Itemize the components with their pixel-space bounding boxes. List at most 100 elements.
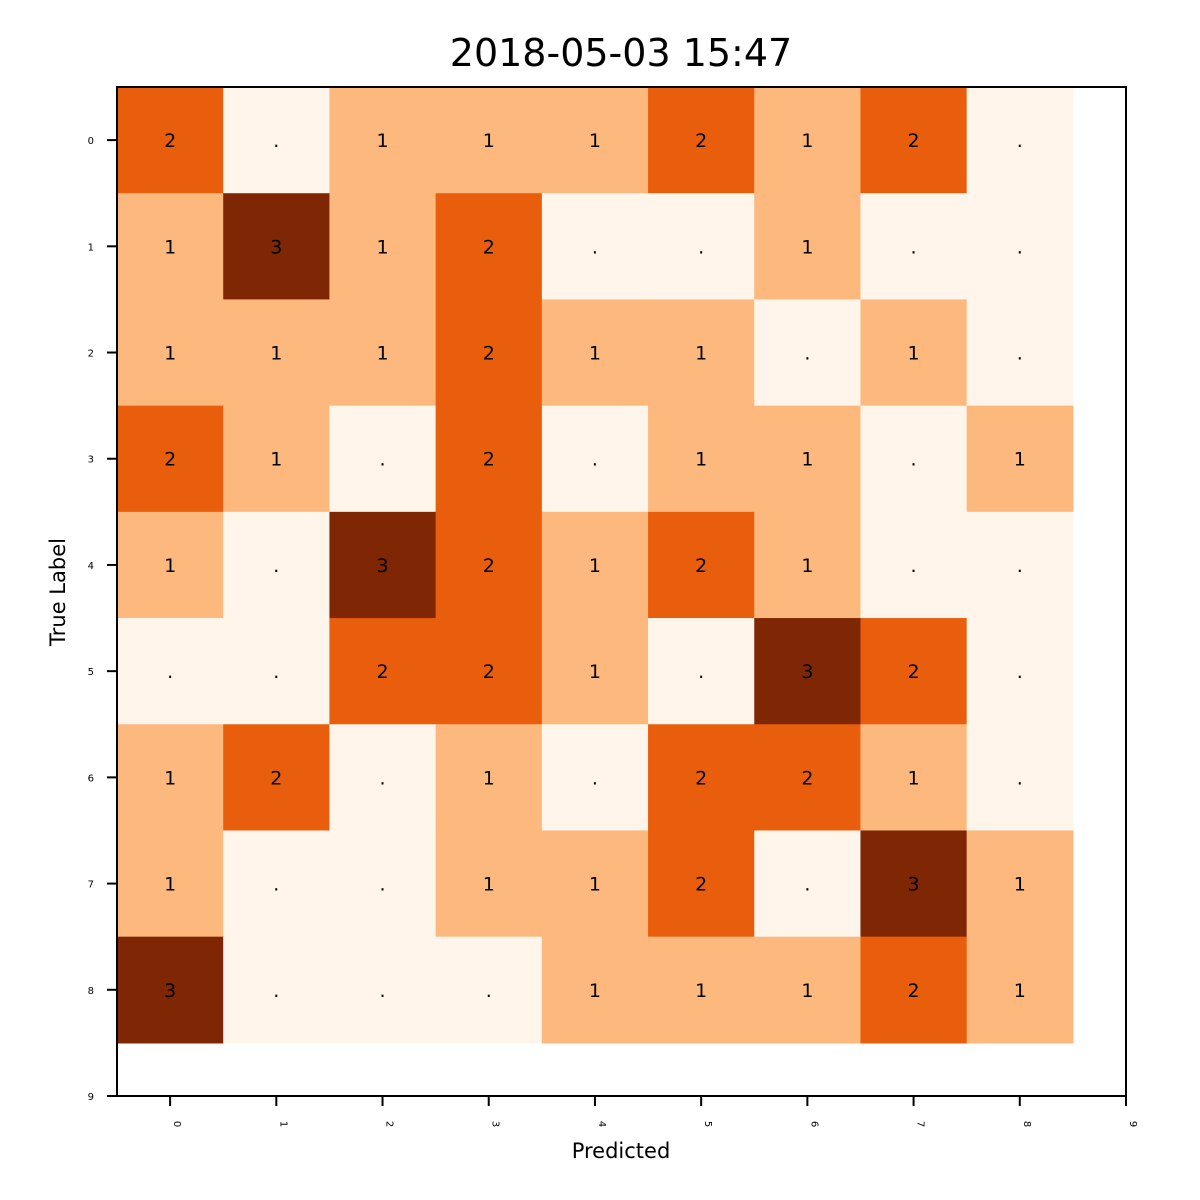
cell-7-6 bbox=[754, 830, 862, 938]
cell-2-1 bbox=[223, 299, 331, 407]
cell-label-3-0: 2 bbox=[164, 449, 176, 471]
cell-label-3-7: . bbox=[911, 449, 917, 471]
cell-8-3 bbox=[435, 936, 543, 1044]
x-tick-label-2: 2 bbox=[384, 1121, 395, 1127]
cell-0-3 bbox=[435, 87, 543, 194]
cell-label-5-4: 1 bbox=[589, 661, 601, 683]
x-tick-label-5: 5 bbox=[702, 1121, 713, 1127]
cell-label-7-4: 1 bbox=[589, 874, 601, 896]
cell-7-2 bbox=[329, 830, 437, 938]
cell-label-0-5: 2 bbox=[695, 130, 707, 152]
cell-5-2 bbox=[329, 618, 437, 725]
cell-8-1 bbox=[223, 936, 331, 1044]
cell-label-8-7: 2 bbox=[908, 980, 920, 1002]
cell-label-2-2: 1 bbox=[376, 343, 388, 365]
cell-6-7 bbox=[860, 724, 968, 832]
cell-8-5 bbox=[648, 936, 755, 1044]
cell-label-4-0: 1 bbox=[164, 555, 176, 577]
cell-3-8 bbox=[966, 405, 1074, 513]
cell-0-5 bbox=[648, 87, 755, 194]
x-tick-label-3: 3 bbox=[490, 1121, 501, 1127]
cell-1-6 bbox=[754, 193, 862, 301]
cell-3-0 bbox=[117, 405, 224, 513]
cell-label-5-2: 2 bbox=[376, 661, 388, 683]
cell-5-8 bbox=[966, 618, 1074, 725]
cell-8-0 bbox=[117, 936, 224, 1044]
y-axis-ticks: 0 1 2 3 4 5 6 7 8 9 bbox=[88, 136, 117, 1103]
x-tick-label-7: 7 bbox=[915, 1121, 926, 1127]
cell-label-1-3: 2 bbox=[483, 236, 495, 258]
cell-label-8-2: . bbox=[380, 980, 386, 1002]
cell-label-4-6: 1 bbox=[801, 555, 813, 577]
cell-1-3 bbox=[435, 193, 543, 301]
cell-4-0 bbox=[117, 511, 224, 619]
cell-4-4 bbox=[541, 511, 649, 619]
cell-label-8-0: 3 bbox=[164, 980, 176, 1002]
cell-2-3 bbox=[435, 299, 543, 407]
cell-3-1 bbox=[223, 405, 331, 513]
y-tick-label-5: 5 bbox=[88, 667, 94, 678]
x-axis-label: Predicted bbox=[572, 1139, 671, 1163]
cell-label-1-2: 1 bbox=[376, 236, 388, 258]
cell-8-7 bbox=[860, 936, 968, 1044]
cell-3-4 bbox=[541, 405, 649, 513]
cell-4-5 bbox=[648, 511, 755, 619]
cell-4-3 bbox=[435, 511, 543, 619]
y-tick-label-7: 7 bbox=[88, 880, 94, 891]
x-tick-label-9: 9 bbox=[1127, 1121, 1138, 1127]
cell-7-7 bbox=[860, 830, 968, 938]
cell-0-2 bbox=[329, 87, 437, 194]
cell-0-6 bbox=[754, 87, 862, 194]
cell-label-0-2: 1 bbox=[376, 130, 388, 152]
y-tick-label-8: 8 bbox=[88, 986, 94, 997]
cell-label-7-8: 1 bbox=[1014, 874, 1026, 896]
cell-label-3-3: 2 bbox=[483, 449, 495, 471]
cell-5-5 bbox=[648, 618, 755, 725]
cell-label-2-8: . bbox=[1017, 343, 1023, 365]
cell-3-5 bbox=[648, 405, 755, 513]
plot-frame bbox=[116, 86, 1127, 1097]
cell-6-5 bbox=[648, 724, 755, 832]
cell-label-6-3: 1 bbox=[483, 767, 495, 789]
cell-label-1-0: 1 bbox=[164, 236, 176, 258]
y-axis-label: True Label bbox=[46, 538, 70, 647]
cell-label-2-3: 2 bbox=[483, 343, 495, 365]
x-tick-label-6: 6 bbox=[808, 1121, 819, 1127]
y-tick-label-4: 4 bbox=[88, 561, 94, 572]
cell-label-8-5: 1 bbox=[695, 980, 707, 1002]
cell-5-1 bbox=[223, 618, 331, 725]
cell-7-5 bbox=[648, 830, 755, 938]
cell-4-6 bbox=[754, 511, 862, 619]
cell-label-3-2: . bbox=[380, 449, 386, 471]
cell-label-8-4: 1 bbox=[589, 980, 601, 1002]
cell-1-5 bbox=[648, 193, 755, 301]
cell-label-6-1: 2 bbox=[270, 767, 282, 789]
cell-5-0 bbox=[117, 618, 224, 725]
cell-label-1-1: 3 bbox=[270, 236, 282, 258]
cell-6-3 bbox=[435, 724, 543, 832]
cell-label-0-0: 2 bbox=[164, 130, 176, 152]
cell-7-0 bbox=[117, 830, 224, 938]
cell-label-6-7: 1 bbox=[908, 767, 920, 789]
cell-label-2-1: 1 bbox=[270, 343, 282, 365]
cell-4-2 bbox=[329, 511, 437, 619]
cell-0-1 bbox=[223, 87, 331, 194]
chart-title: 2018-05-03 15:47 bbox=[450, 31, 792, 75]
cell-label-5-1: . bbox=[273, 661, 279, 683]
cell-label-1-8: . bbox=[1017, 236, 1023, 258]
cell-label-7-3: 1 bbox=[483, 874, 495, 896]
cell-4-8 bbox=[966, 511, 1074, 619]
y-tick-label-2: 2 bbox=[88, 349, 94, 360]
cell-1-1 bbox=[223, 193, 331, 301]
cell-label-6-6: 2 bbox=[801, 767, 813, 789]
cell-label-4-8: . bbox=[1017, 555, 1023, 577]
cell-label-6-4: . bbox=[592, 767, 598, 789]
cell-label-2-5: 1 bbox=[695, 343, 707, 365]
cell-label-1-7: . bbox=[911, 236, 917, 258]
cell-label-3-8: 1 bbox=[1014, 449, 1026, 471]
cell-label-2-6: . bbox=[804, 343, 810, 365]
cell-8-6 bbox=[754, 936, 862, 1044]
cell-label-5-8: . bbox=[1017, 661, 1023, 683]
cell-0-8 bbox=[966, 87, 1074, 194]
